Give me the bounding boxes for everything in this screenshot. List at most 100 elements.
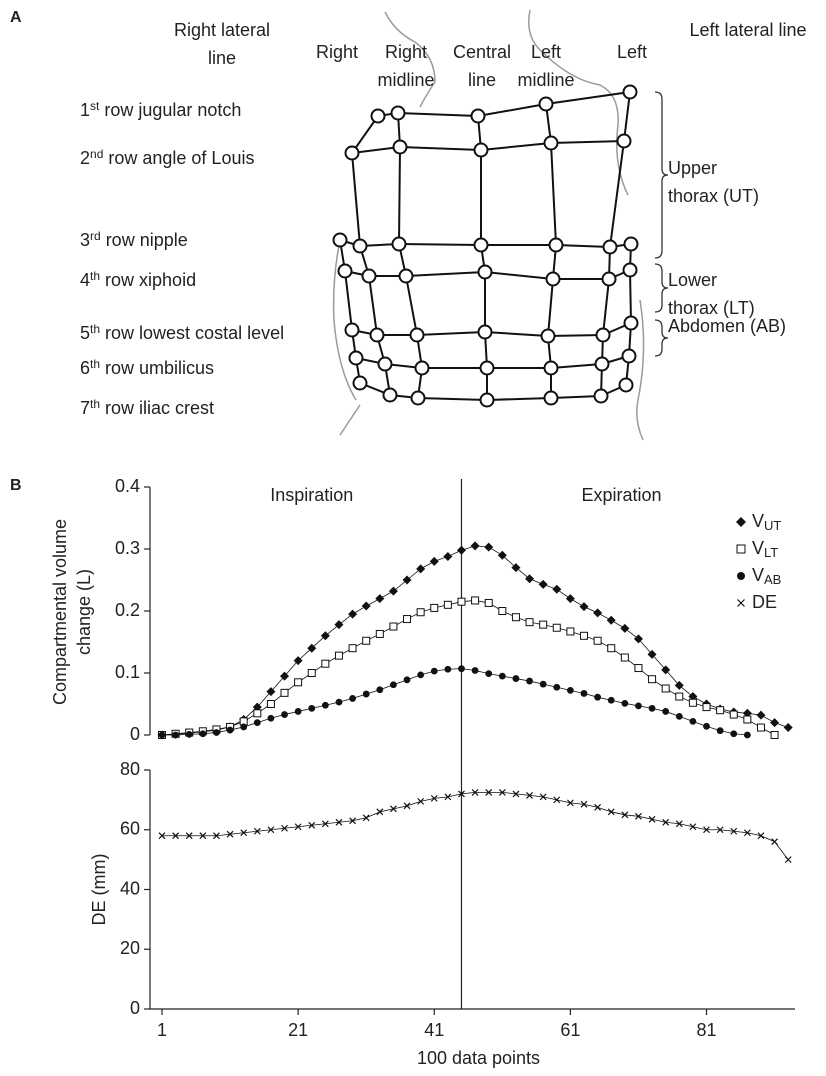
- data-point: [580, 800, 588, 808]
- data-point: [375, 629, 384, 638]
- sensor-marker: [602, 239, 618, 255]
- data-point: [594, 693, 602, 701]
- sensor-marker: [361, 268, 377, 284]
- data-point: [266, 700, 275, 708]
- sensor-marker: [392, 139, 408, 155]
- data-point: [403, 676, 411, 684]
- region-braces: [654, 91, 669, 357]
- grid-link: [550, 140, 625, 144]
- data-point: [485, 788, 493, 796]
- sensor-marker: [594, 356, 610, 372]
- series-line: [161, 600, 775, 736]
- data-point: [702, 703, 711, 712]
- data-point: [281, 711, 288, 718]
- row-label: 1st row jugular notch: [80, 96, 241, 124]
- sensor-marker: [548, 237, 564, 253]
- column-header: Central line: [452, 42, 512, 90]
- data-point: [294, 823, 302, 831]
- data-point: [593, 608, 603, 618]
- legend-subscript: AB: [764, 572, 781, 587]
- data-point: [689, 823, 697, 831]
- data-point: [511, 613, 520, 622]
- data-point: [429, 556, 439, 566]
- row-text: row xiphoid: [105, 270, 197, 290]
- sensor-marker: [616, 133, 632, 149]
- data-point: [743, 829, 751, 837]
- sensor-marker: [538, 96, 554, 112]
- grid-link: [351, 115, 379, 154]
- data-point: [526, 677, 533, 685]
- data-point: [226, 830, 234, 838]
- row-ordinal: th: [90, 322, 101, 336]
- data-point: [172, 832, 180, 840]
- data-point: [199, 730, 207, 738]
- sensor-marker: [540, 328, 556, 344]
- sensor-marker: [623, 236, 639, 252]
- legend-name: V: [752, 538, 764, 558]
- y-tick-label: 0: [130, 724, 140, 744]
- row-text: row angle of Louis: [108, 148, 255, 168]
- data-point: [511, 563, 521, 573]
- data-point: [498, 788, 506, 796]
- legend-label: DE: [752, 592, 777, 612]
- data-point: [307, 643, 317, 653]
- data-point: [240, 829, 248, 837]
- data-point: [335, 698, 343, 706]
- body-outline: [332, 9, 645, 441]
- legend-subscript: UT: [764, 518, 781, 533]
- legend-marker: [736, 517, 746, 527]
- sensor-marker: [477, 264, 493, 280]
- grid-link: [609, 140, 625, 248]
- data-point: [606, 615, 616, 625]
- region-label: Lower thorax (LT): [668, 270, 755, 318]
- data-point: [444, 793, 452, 801]
- data-point: [321, 701, 329, 709]
- data-point: [430, 603, 439, 612]
- legend-subscript: LT: [764, 545, 778, 560]
- sensor-marker: [410, 390, 426, 406]
- legend-name: DE: [752, 592, 777, 612]
- grid-link: [344, 270, 353, 331]
- x-axis-title: 100 data points: [417, 1048, 540, 1068]
- sensor-marker: [622, 84, 638, 100]
- data-point: [526, 791, 533, 799]
- data-point: [512, 790, 520, 798]
- sensor-marker: [479, 392, 495, 408]
- grid-link: [477, 103, 547, 117]
- data-point: [158, 832, 166, 840]
- legend-marker: [737, 572, 745, 580]
- column-header: Left midline: [517, 42, 575, 90]
- sensor-marker: [479, 360, 495, 376]
- data-point: [716, 826, 724, 834]
- x-tick-label: 41: [424, 1020, 444, 1040]
- data-point: [743, 715, 752, 724]
- data-point: [620, 653, 629, 662]
- sensor-marker: [344, 145, 360, 161]
- data-point: [566, 627, 575, 636]
- data-point: [199, 832, 207, 840]
- sensor-marker: [409, 327, 425, 343]
- grid-link: [602, 278, 610, 336]
- grid-link: [550, 395, 602, 399]
- legend-label: VUT: [752, 511, 781, 534]
- data-point: [335, 818, 343, 826]
- data-point: [443, 600, 452, 609]
- data-point: [294, 708, 302, 715]
- data-point: [498, 607, 507, 615]
- x-tick-label: 21: [288, 1020, 308, 1040]
- sensor-marker: [477, 324, 493, 340]
- data-point: [553, 683, 561, 691]
- sensor-marker: [623, 315, 639, 331]
- data-point: [213, 832, 220, 840]
- row-ordinal: th: [90, 269, 101, 283]
- sensor-marker: [348, 350, 364, 366]
- sensor-marker: [543, 360, 559, 376]
- data-point: [661, 665, 671, 675]
- sensor-marker: [543, 135, 559, 151]
- legend-label: VAB: [752, 565, 781, 588]
- charts: 0 0.1 0.2 0.3 0.4 Inspiration Expiration 0 20 40 6…: [89, 476, 795, 1068]
- row-ordinal: th: [90, 357, 101, 371]
- data-point: [403, 615, 412, 624]
- data-point: [376, 686, 384, 694]
